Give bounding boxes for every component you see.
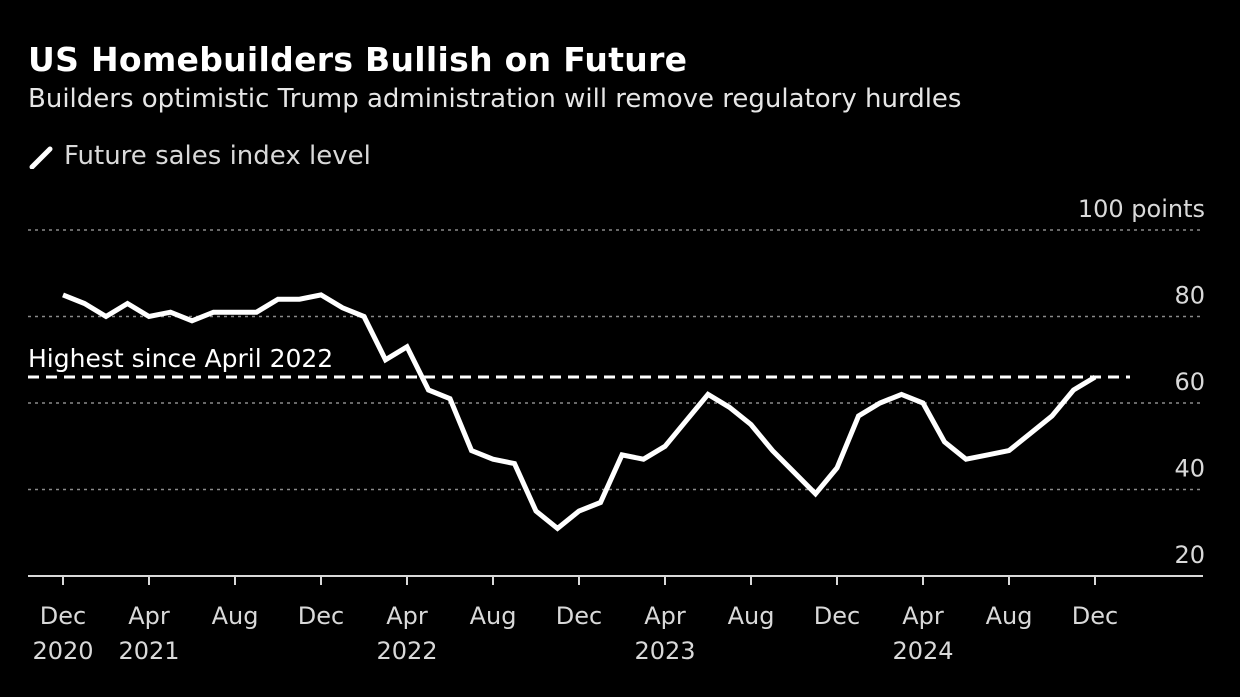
x-tick-label: Dec [1072,602,1118,630]
y-tick-label: 20 [1174,541,1205,569]
y-tick-label: 60 [1174,368,1205,396]
series-line [62,292,1097,532]
x-tick-label: Apr [644,602,686,630]
line-swatch-icon [29,146,53,169]
x-tick-year: 2024 [892,637,953,665]
y-tick-label: 100 points [1078,195,1205,223]
x-tick-label: Aug [728,602,775,630]
chart-subtitle: Builders optimistic Trump administration… [28,84,962,114]
x-tick-label: Dec [556,602,602,630]
y-tick-label: 80 [1174,282,1205,310]
x-tick-label: Aug [470,602,517,630]
x-tick-label: Aug [212,602,259,630]
x-tick-year: 2022 [376,637,437,665]
x-tick-label: Dec [814,602,860,630]
x-tick-label: Aug [986,602,1033,630]
x-tick-label: Dec [40,602,86,630]
x-tick-label: Apr [128,602,170,630]
x-tick-year: 2023 [634,637,695,665]
x-tick-year: 2021 [118,637,179,665]
x-tick-label: Apr [902,602,944,630]
reference-line-label: Highest since April 2022 [28,344,333,373]
legend: Future sales index level [28,141,371,171]
chart-title: US Homebuilders Bullish on Future [28,40,688,79]
x-tick-label: Apr [386,602,428,630]
legend-label: Future sales index level [64,141,371,171]
x-tick-label: Dec [298,602,344,630]
y-tick-label: 40 [1174,455,1205,483]
x-tick-year: 2020 [32,637,93,665]
